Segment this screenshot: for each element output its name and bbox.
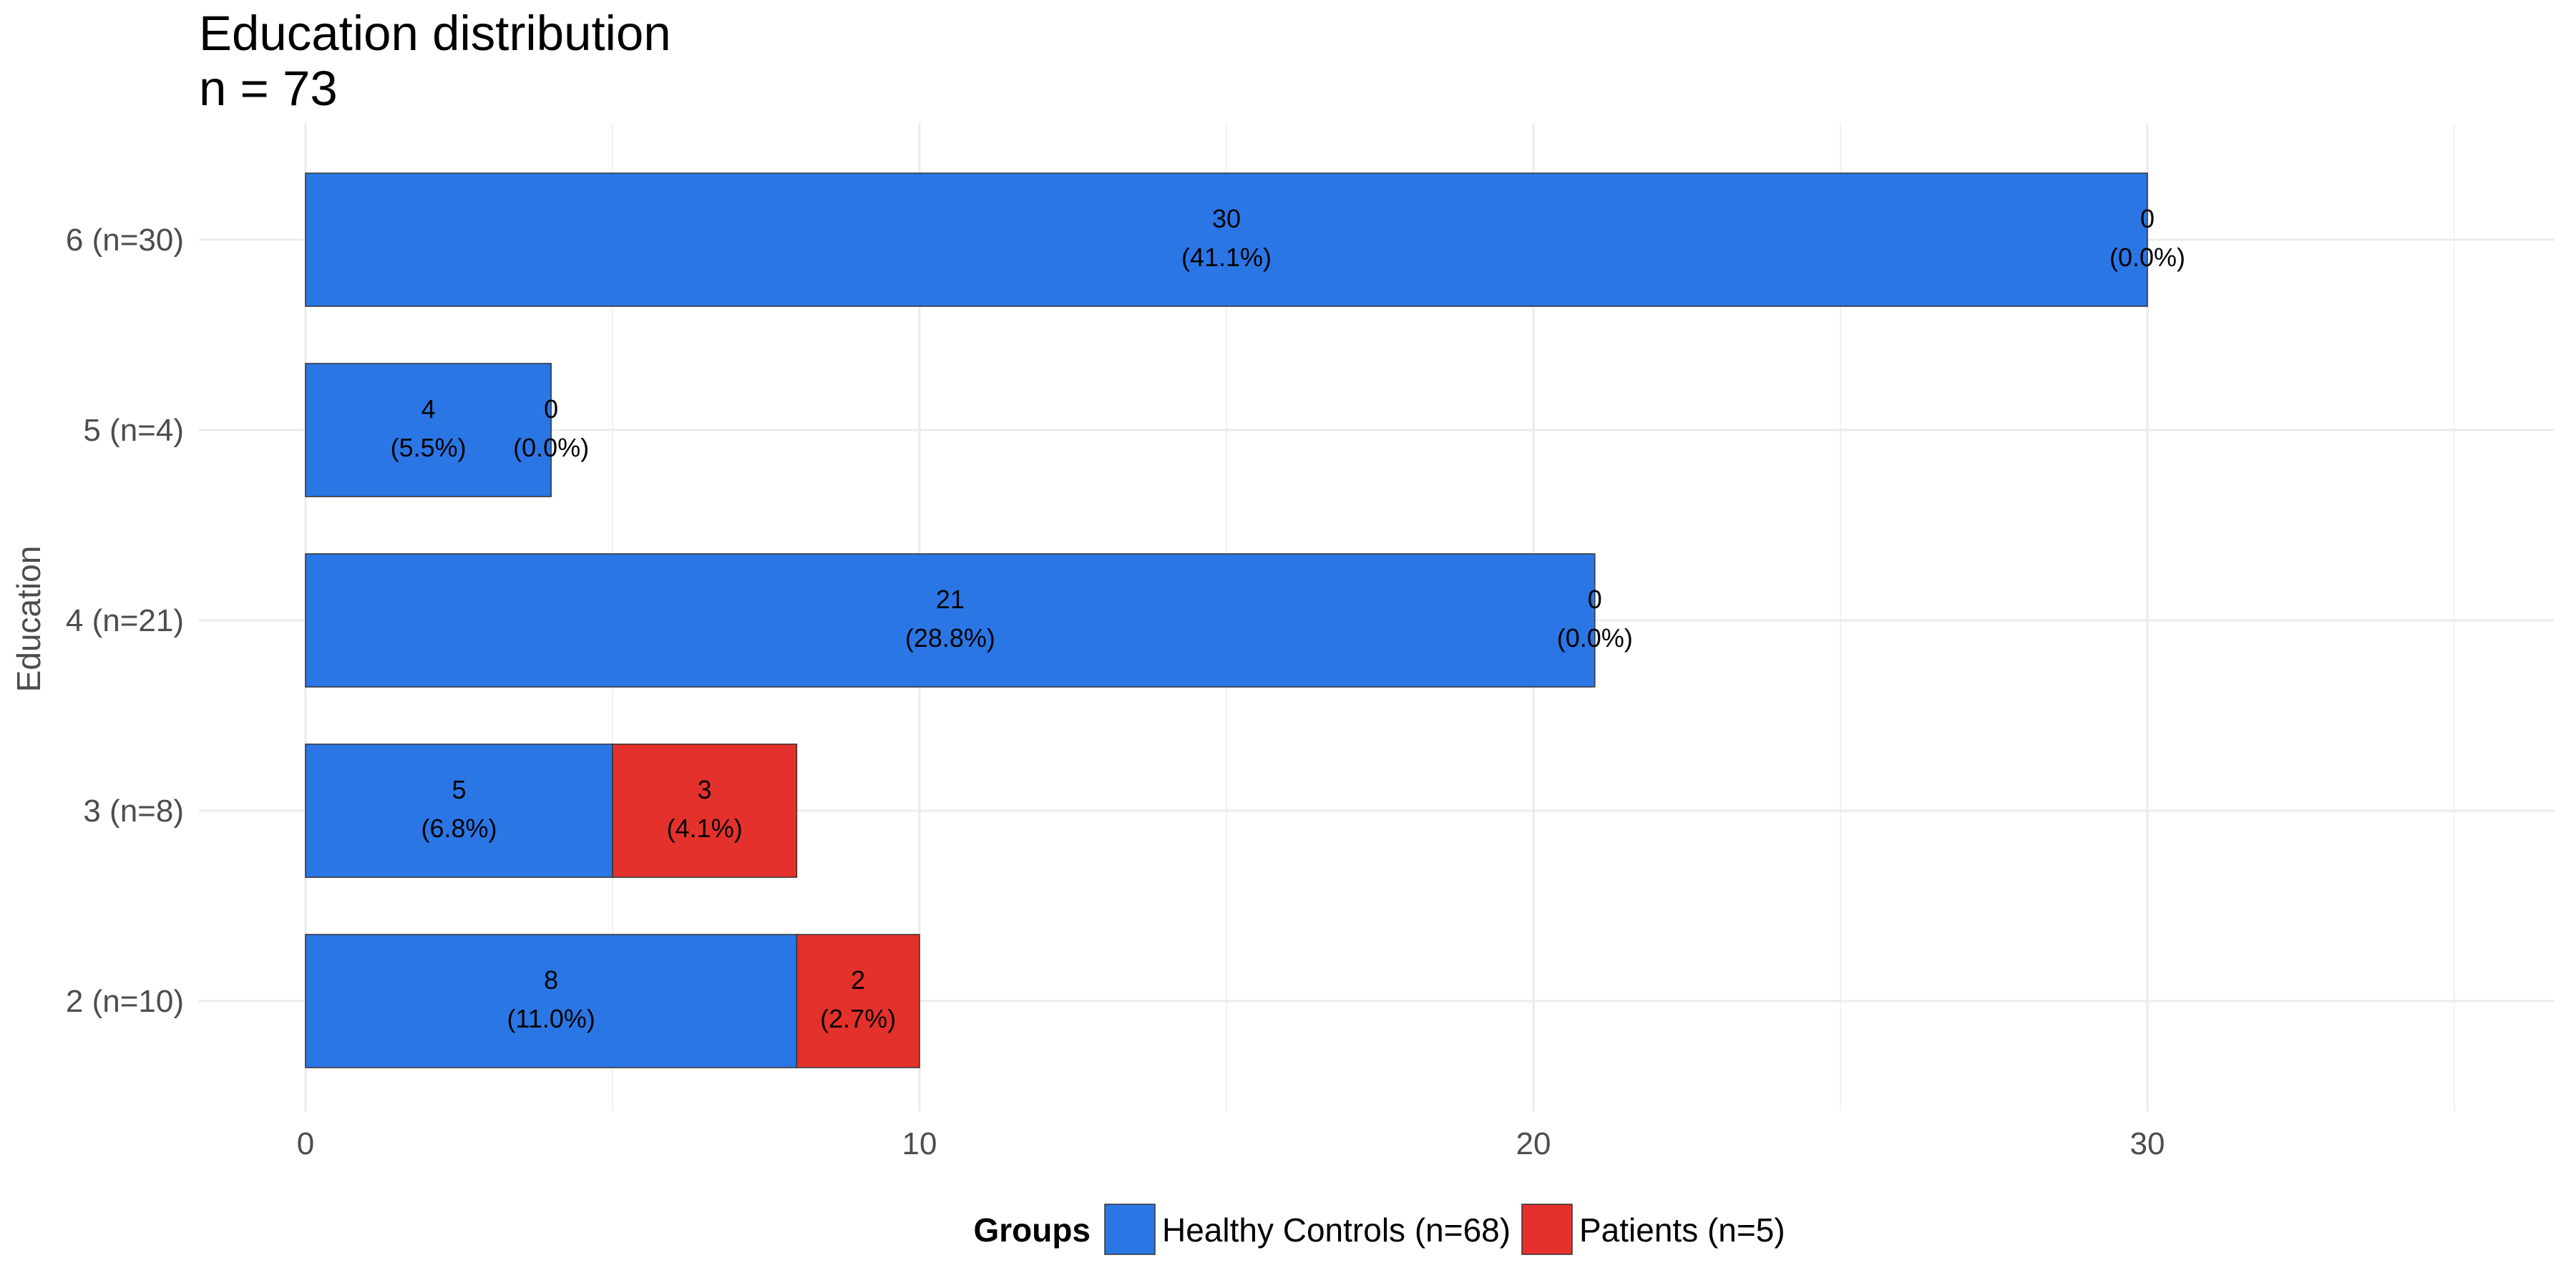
bar-label: 4 (5.5%) xyxy=(391,394,467,462)
legend-key-patients xyxy=(1521,1204,1573,1255)
y-axis-title: Education xyxy=(10,546,47,693)
bar-segment-patients xyxy=(796,934,920,1068)
bar-label: 2 (2.7%) xyxy=(820,965,896,1033)
y-tick-label: 4 (n=21) xyxy=(66,603,184,638)
y-tick-label: 3 (n=8) xyxy=(83,794,184,829)
bar-label: 0 (0.0%) xyxy=(2109,204,2185,272)
bar-label: 8 (11.0%) xyxy=(507,965,595,1033)
chart-title: Education distribution xyxy=(199,6,671,61)
bar-segment-healthy-controls xyxy=(305,743,613,878)
legend-label: Healthy Controls (n=68) xyxy=(1162,1211,1511,1249)
x-tick-label: 30 xyxy=(2130,1126,2165,1161)
x-axis-ticks: 0 10 20 30 xyxy=(297,1126,2165,1161)
bar-label: 5 (6.8%) xyxy=(421,775,497,843)
bar-labels: 30 (41.1%) 0 (0.0%) 4 (5.5%) 0 (0.0%) 21 (28.8%) 0… xyxy=(391,204,2185,1033)
legend: Groups Healthy Controls (n=68) Patients (… xyxy=(973,1204,1785,1255)
y-tick-label: 5 (n=4) xyxy=(83,413,184,448)
legend-label: Patients (n=5) xyxy=(1579,1211,1785,1249)
bar-label: 3 (4.1%) xyxy=(667,775,743,843)
bar-segment-healthy-controls xyxy=(305,553,1596,688)
bar-label: 30 (41.1%) xyxy=(1181,204,1272,272)
x-tick-label: 10 xyxy=(902,1126,937,1161)
bar-segment-healthy-controls xyxy=(305,934,798,1068)
x-tick-label: 0 xyxy=(297,1126,314,1161)
legend-key-healthy-controls xyxy=(1104,1204,1156,1255)
bar-label: 0 (0.0%) xyxy=(513,394,589,462)
bar-label: 21 (28.8%) xyxy=(905,585,995,653)
y-axis-ticks: 6 (n=30) 5 (n=4) 4 (n=21) 3 (n=8) 2 (n=10) xyxy=(66,223,184,1019)
bar-segment-healthy-controls xyxy=(305,172,2148,307)
y-tick-label: 2 (n=10) xyxy=(66,984,184,1019)
chart-subtitle: n = 73 xyxy=(199,61,338,116)
bar-label: 0 (0.0%) xyxy=(1557,585,1633,653)
legend-title: Groups xyxy=(973,1211,1091,1249)
bar-segment-patients xyxy=(612,743,798,878)
bar-segment-healthy-controls xyxy=(305,363,552,497)
bars xyxy=(305,172,2148,1068)
x-tick-label: 20 xyxy=(1516,1126,1551,1161)
y-tick-label: 6 (n=30) xyxy=(66,223,184,258)
